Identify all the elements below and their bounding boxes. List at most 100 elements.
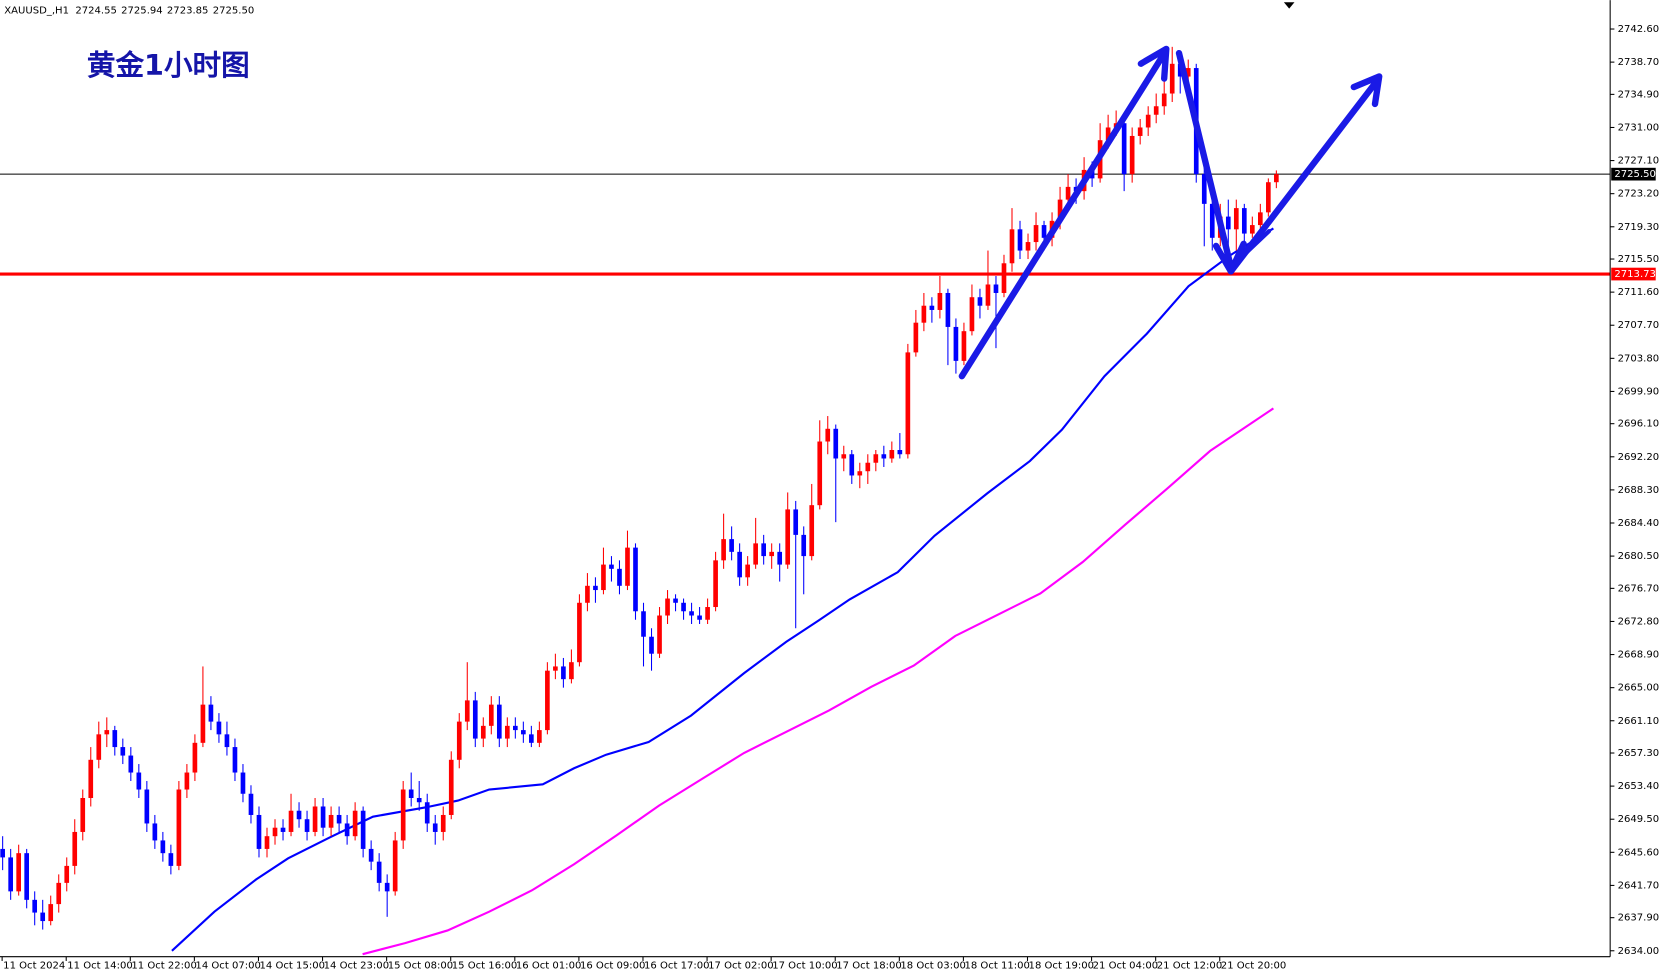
candle-body <box>897 450 903 455</box>
candle-body <box>136 772 142 790</box>
candle-body <box>344 823 350 837</box>
x-tick-label: 18 Oct 19:00 <box>1029 960 1095 971</box>
candle-body <box>248 793 254 815</box>
candle-body <box>104 730 110 735</box>
candle-body <box>673 598 678 603</box>
candle-body <box>32 899 38 913</box>
y-tick-label: 2637.90 <box>1618 913 1660 924</box>
candle-body <box>184 772 190 790</box>
y-tick-label: 2715.50 <box>1618 254 1660 265</box>
y-tick-label: 2719.30 <box>1618 222 1660 233</box>
candle-body <box>232 747 238 773</box>
candle-body <box>376 861 382 883</box>
y-tick-label: 2672.80 <box>1618 616 1660 627</box>
candle-body <box>96 734 102 760</box>
candle-body <box>521 730 526 735</box>
candle-body <box>1041 225 1047 238</box>
candle-body <box>400 789 406 841</box>
x-tick-label: 16 Oct 09:00 <box>580 960 646 971</box>
candle-body <box>1257 212 1263 226</box>
candle-body <box>360 810 366 849</box>
candle-body <box>609 564 614 569</box>
y-tick-label: 2653.40 <box>1618 781 1660 792</box>
candle-body <box>1105 127 1111 141</box>
candle-body <box>152 823 158 841</box>
candle-body <box>1145 114 1151 128</box>
candle-body <box>577 602 582 663</box>
candle-body <box>801 534 807 557</box>
candle-body <box>176 789 182 866</box>
candle-body <box>1209 203 1215 238</box>
y-tick-label: 2734.90 <box>1618 89 1660 100</box>
candle-body <box>841 454 847 459</box>
candle-body <box>456 721 462 760</box>
candle-body <box>336 814 342 824</box>
x-tick-label: 21 Oct 04:00 <box>1093 960 1159 971</box>
candle-body <box>296 810 302 820</box>
candle-body <box>280 827 286 832</box>
candle-body <box>216 721 222 735</box>
candle-body <box>777 551 783 565</box>
candle-body <box>585 585 590 603</box>
candle-body <box>1249 225 1255 234</box>
candle-body <box>881 454 887 459</box>
candle-body <box>561 666 566 680</box>
x-tick-label: 11 Oct 2024 <box>3 960 65 971</box>
candle-body <box>80 797 86 832</box>
candle-body <box>264 836 270 849</box>
candle-body <box>665 598 670 616</box>
candle-body <box>921 305 927 323</box>
candle-body <box>529 734 534 743</box>
y-tick-label: 2661.10 <box>1618 716 1660 727</box>
level-line-tag <box>1611 267 1656 281</box>
candle-body <box>601 564 606 591</box>
candle-body <box>496 704 502 739</box>
candle-body <box>873 454 879 463</box>
x-tick-label: 15 Oct 16:00 <box>452 960 518 971</box>
x-tick-label: 18 Oct 11:00 <box>964 960 1030 971</box>
candle-body <box>1153 106 1159 115</box>
candle-body <box>657 615 662 654</box>
annotation-arrows <box>958 45 1383 380</box>
candle-body <box>913 322 919 353</box>
chart-title: 黄金1小时图 <box>87 48 250 82</box>
candle-body <box>416 797 422 803</box>
candle-body <box>440 814 446 832</box>
candle-body <box>240 772 246 794</box>
candle-body <box>368 848 374 862</box>
plot-area <box>0 46 1611 956</box>
candle-body <box>128 755 134 773</box>
candle-body <box>56 882 62 905</box>
y-tick-label: 2711.60 <box>1618 287 1660 298</box>
candle-body <box>408 789 414 798</box>
candle-body <box>681 602 686 612</box>
candle-body <box>1121 123 1127 175</box>
y-tick-label: 2723.20 <box>1618 189 1660 200</box>
candle-body <box>633 547 638 612</box>
candle-body <box>504 725 510 739</box>
candle-body <box>793 509 799 535</box>
candle-body <box>937 292 943 310</box>
candle-body <box>24 853 30 900</box>
y-tick-label: 2665.00 <box>1618 683 1660 694</box>
y-tick-label: 2649.50 <box>1618 814 1660 825</box>
header-close: 2725.50 <box>213 6 255 17</box>
candle-body <box>1129 135 1135 175</box>
candle-body <box>432 823 438 832</box>
candle-body <box>312 806 318 832</box>
y-tick-label: 2680.50 <box>1618 551 1660 562</box>
y-tick-label: 2738.70 <box>1618 57 1660 68</box>
candle-body <box>737 551 742 578</box>
candle-body <box>48 904 54 922</box>
candle-body <box>569 662 574 680</box>
candle-body <box>513 725 518 731</box>
candle-body <box>745 564 750 578</box>
x-tick-label: 16 Oct 01:00 <box>516 960 582 971</box>
candle-body <box>1057 199 1063 221</box>
candle-body <box>120 747 126 756</box>
candle-body <box>8 857 13 892</box>
candle-body <box>272 827 278 837</box>
candle-body <box>1033 225 1039 243</box>
x-tick-label: 11 Oct 22:00 <box>131 960 197 971</box>
